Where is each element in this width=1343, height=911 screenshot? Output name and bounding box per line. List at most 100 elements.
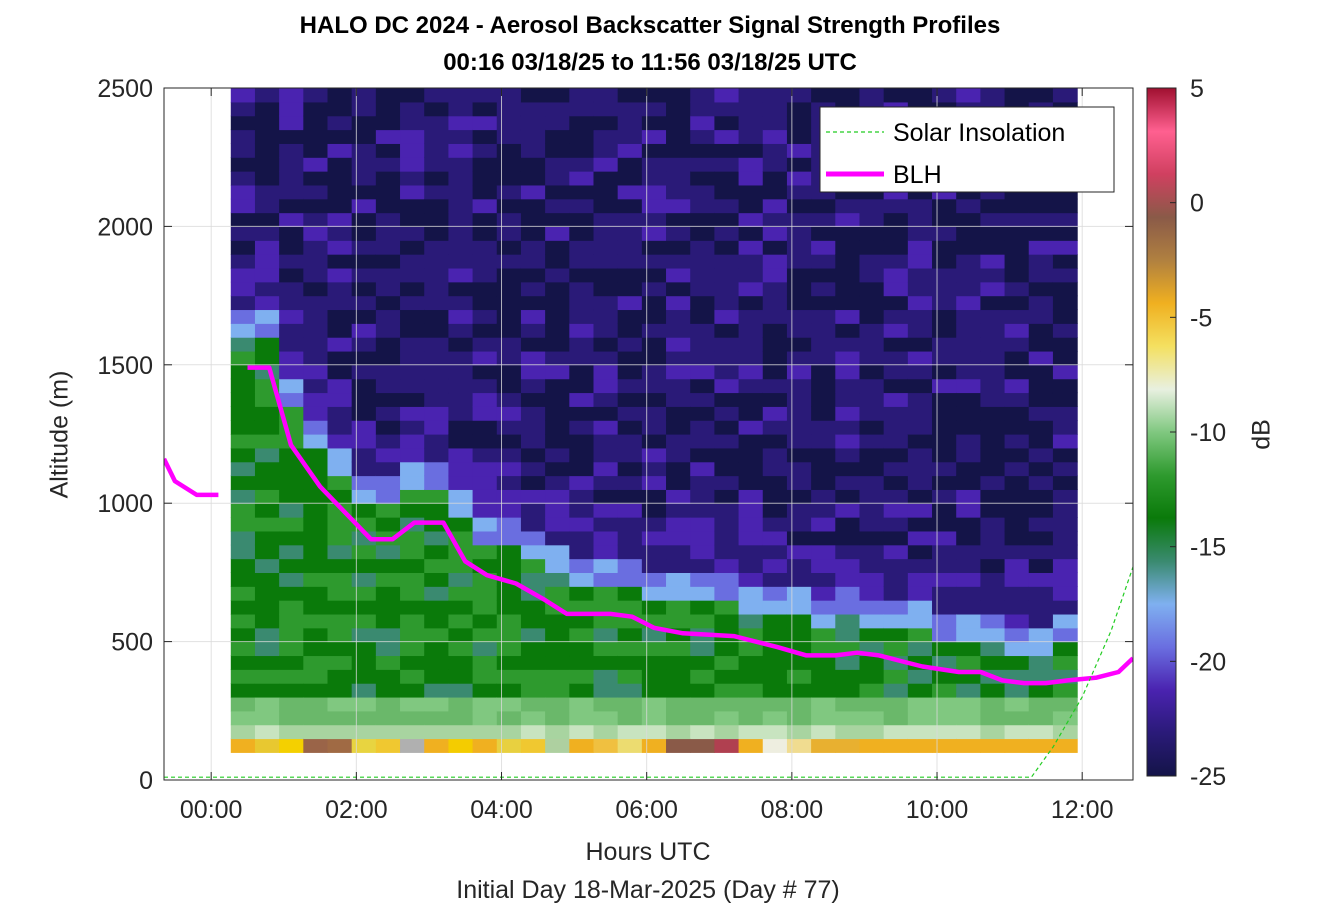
heatmap-cell — [617, 696, 643, 712]
y-tick-label: 2000 — [97, 213, 153, 241]
heatmap-cell — [545, 129, 570, 144]
heatmap-cell — [738, 254, 764, 269]
heatmap-cell — [738, 613, 764, 629]
heatmap-cell — [593, 281, 619, 297]
heatmap-cell — [279, 710, 304, 726]
heatmap-cell — [932, 281, 957, 297]
heatmap-cell — [762, 295, 788, 311]
heatmap-cell — [472, 503, 498, 518]
heatmap-cell — [569, 157, 595, 172]
heatmap-cell — [375, 157, 401, 172]
heatmap-cell — [545, 212, 570, 227]
heatmap-cell — [690, 198, 715, 214]
legend-box — [819, 106, 1115, 193]
heatmap-cell — [883, 489, 909, 504]
heatmap-cell — [230, 212, 256, 227]
heatmap-cell — [1028, 378, 1054, 394]
heatmap-cell — [545, 475, 570, 490]
heatmap-cell — [569, 641, 595, 657]
heatmap-cell — [569, 544, 595, 560]
heatmap-cell — [956, 323, 981, 338]
heatmap-cell — [714, 724, 740, 740]
heatmap-cell — [762, 613, 788, 629]
heatmap-cell — [230, 503, 256, 518]
heatmap-cell — [714, 517, 740, 532]
heatmap-cell — [545, 198, 570, 214]
heatmap-cell — [932, 392, 957, 407]
heatmap-cell — [1052, 447, 1078, 463]
heatmap-cell — [666, 350, 691, 366]
heatmap-cell — [666, 323, 691, 338]
heatmap-cell — [980, 267, 1006, 283]
heatmap-cell — [351, 627, 377, 643]
heatmap-cell — [303, 212, 329, 227]
heatmap-cell — [545, 710, 570, 726]
heatmap-cell — [1028, 461, 1054, 477]
heatmap-cell — [496, 295, 522, 311]
heatmap-cell — [351, 143, 377, 158]
heatmap-cell — [1052, 350, 1078, 366]
heatmap-cell — [375, 641, 401, 657]
heatmap-cell — [762, 558, 788, 573]
heatmap-cell — [786, 503, 812, 518]
heatmap-cell — [448, 420, 474, 435]
heatmap-cell — [448, 641, 474, 657]
heatmap-cell — [593, 184, 619, 200]
heatmap-cell — [762, 171, 788, 186]
heatmap-cell — [569, 337, 595, 352]
heatmap-cell — [762, 240, 788, 255]
heatmap-cell — [448, 323, 474, 338]
heatmap-cell — [666, 337, 691, 352]
heatmap-cell — [375, 281, 401, 297]
heatmap-cell — [351, 212, 377, 227]
heatmap-cell — [617, 489, 643, 504]
heatmap-cell — [496, 406, 522, 421]
heatmap-cell — [786, 600, 812, 615]
heatmap-cell — [303, 710, 329, 726]
heatmap-cell — [230, 517, 256, 532]
heatmap-cell — [545, 309, 570, 324]
heatmap-cell — [279, 212, 304, 227]
heatmap-cell — [907, 281, 933, 297]
heatmap-cell — [932, 364, 957, 380]
heatmap-cell — [496, 696, 522, 712]
heatmap-cell — [980, 489, 1006, 504]
heatmap-cell — [738, 364, 764, 380]
heatmap-cell — [327, 226, 353, 241]
heatmap-cell — [400, 364, 425, 380]
heatmap-cell — [617, 267, 643, 283]
heatmap-cell — [762, 281, 788, 297]
heatmap-cell — [907, 198, 933, 214]
heatmap-cell — [859, 378, 885, 394]
heatmap-cell — [811, 420, 836, 435]
heatmap-cell — [375, 420, 401, 435]
heatmap-cell — [859, 669, 885, 684]
heatmap-cell — [738, 323, 764, 338]
heatmap-cell — [956, 586, 981, 601]
heatmap-cell — [980, 503, 1006, 518]
heatmap-cell — [569, 184, 595, 200]
heatmap-cell — [641, 337, 667, 352]
heatmap-cell — [448, 710, 474, 726]
heatmap-cell — [400, 738, 425, 753]
heatmap-cell — [738, 724, 764, 740]
heatmap-cell — [714, 738, 740, 753]
heatmap-cell — [351, 254, 377, 269]
heatmap-cell — [617, 641, 643, 657]
heatmap-cell — [907, 489, 933, 504]
heatmap-cell — [762, 586, 788, 601]
y-tick-label: 2500 — [97, 75, 153, 103]
heatmap-cell — [448, 184, 474, 200]
heatmap-cell — [472, 171, 498, 186]
heatmap-cell — [424, 530, 449, 546]
heatmap-cell — [593, 101, 619, 117]
heatmap-cell — [859, 337, 885, 352]
heatmap-cell — [786, 157, 812, 172]
heatmap-cell — [279, 586, 304, 601]
heatmap-cell — [617, 171, 643, 186]
heatmap-cell — [932, 309, 957, 324]
heatmap-cell — [1052, 600, 1078, 615]
heatmap-cell — [472, 586, 498, 601]
heatmap-cell — [811, 586, 836, 601]
